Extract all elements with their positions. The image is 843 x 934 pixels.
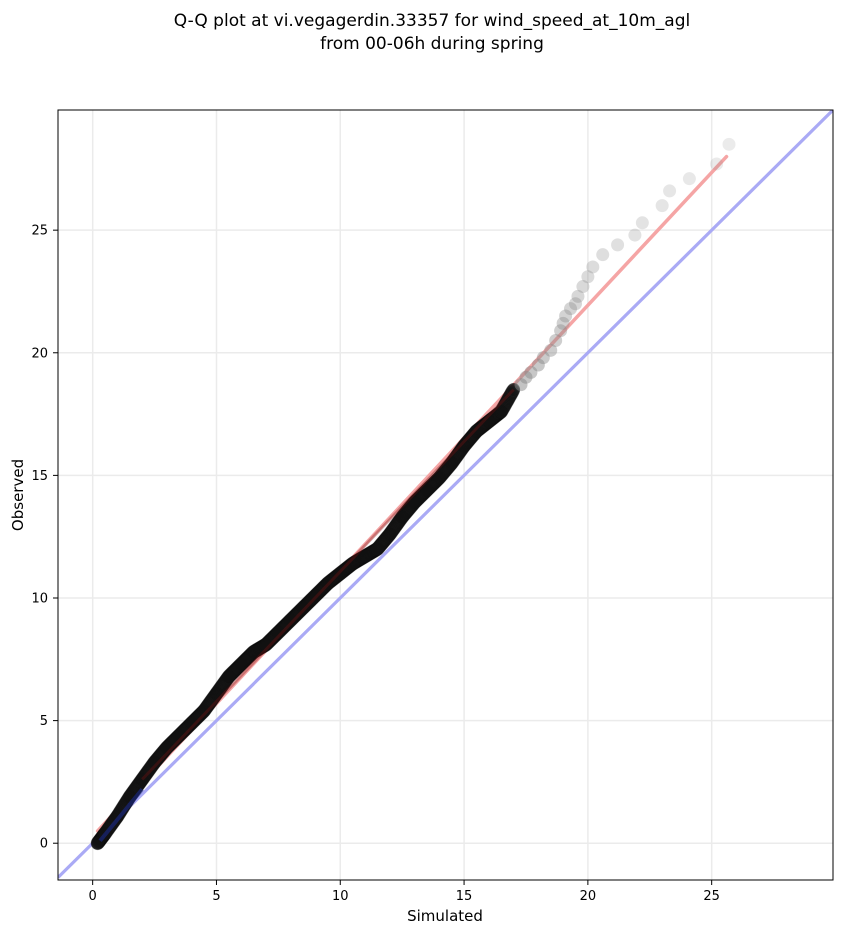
chart-title-line-2: from 00-06h during spring <box>320 34 544 54</box>
identity-reference-line <box>58 110 833 879</box>
x-tick-label: 5 <box>212 889 220 904</box>
qq-tail-point <box>559 309 573 323</box>
qq-tail-point <box>682 172 696 186</box>
qq-point <box>148 755 162 769</box>
qq-point <box>445 456 459 470</box>
qq-point <box>284 613 298 627</box>
qq-point <box>346 557 360 571</box>
low-end-overlay <box>98 788 144 843</box>
qq-tail-point <box>655 199 669 213</box>
y-tick-label: 0 <box>40 837 48 852</box>
qq-point <box>160 741 174 755</box>
fit-overlay <box>141 388 515 781</box>
qq-point <box>482 414 496 428</box>
qq-point <box>432 471 446 485</box>
qq-tail-point <box>554 324 568 338</box>
qq-tail-point <box>628 228 642 242</box>
chart-title-line-1: Q-Q plot at vi.vegagerdin.33357 for wind… <box>174 11 690 31</box>
qq-point <box>309 589 323 603</box>
qq-tail-point <box>514 378 528 392</box>
y-axis-label: Observed <box>9 459 27 531</box>
qq-tail-point <box>581 270 595 284</box>
y-tick-label: 15 <box>31 469 48 484</box>
qq-point <box>135 772 149 786</box>
y-tick-label: 10 <box>31 591 48 606</box>
qq-tail-point <box>568 297 582 311</box>
qq-tail-point <box>586 260 600 274</box>
qq-tail-point <box>710 157 724 171</box>
qq-tail-point <box>519 370 533 384</box>
qq-point <box>420 483 434 497</box>
x-tick-label: 25 <box>703 889 720 904</box>
qq-tail-point <box>635 216 649 230</box>
y-tick-label: 5 <box>40 714 48 729</box>
qq-point <box>370 542 384 556</box>
qq-point <box>296 601 310 615</box>
qq-point <box>222 669 236 683</box>
qq-tail-point <box>663 184 677 198</box>
axis-ticks: 0 5 10 15 20 25 0 5 10 15 20 25 <box>31 224 719 904</box>
qq-point <box>185 716 199 730</box>
qq-tail-point <box>549 334 563 348</box>
x-tick-label: 15 <box>456 889 473 904</box>
y-tick-label: 25 <box>31 224 48 239</box>
qq-point <box>209 687 223 701</box>
x-tick-label: 0 <box>89 889 97 904</box>
qq-point <box>333 566 347 580</box>
qq-tail-point <box>722 137 736 151</box>
qq-point <box>457 439 471 453</box>
x-tick-label: 10 <box>332 889 349 904</box>
x-tick-label: 20 <box>580 889 597 904</box>
qq-point <box>469 424 483 438</box>
qq-point <box>172 728 186 742</box>
qq-tail-point <box>544 343 558 357</box>
qq-point <box>234 657 248 671</box>
plot-frame <box>57 109 834 881</box>
x-axis-label: Simulated <box>407 907 483 925</box>
qq-point <box>395 510 409 524</box>
data-points <box>90 137 736 851</box>
qq-tail-point <box>531 358 545 372</box>
qq-point <box>321 576 335 590</box>
qq-point <box>247 645 261 659</box>
qq-point <box>494 405 508 419</box>
qq-tail-point <box>571 289 585 303</box>
qq-tail-point <box>556 316 570 330</box>
y-tick-label: 20 <box>31 346 48 361</box>
qq-point <box>408 495 422 509</box>
fit-line <box>95 154 729 833</box>
qq-point <box>383 527 397 541</box>
qq-point <box>358 549 372 563</box>
qq-tail-point <box>536 351 550 365</box>
qq-tail-point <box>564 302 578 316</box>
qq-tail-point <box>576 280 590 294</box>
qq-point <box>271 625 285 639</box>
qq-point <box>500 393 515 408</box>
qq-tail-point <box>524 365 538 379</box>
qq-point <box>259 638 273 652</box>
qq-point <box>197 704 211 718</box>
qq-tail-point <box>611 238 625 252</box>
qq-tail-point <box>596 248 610 262</box>
